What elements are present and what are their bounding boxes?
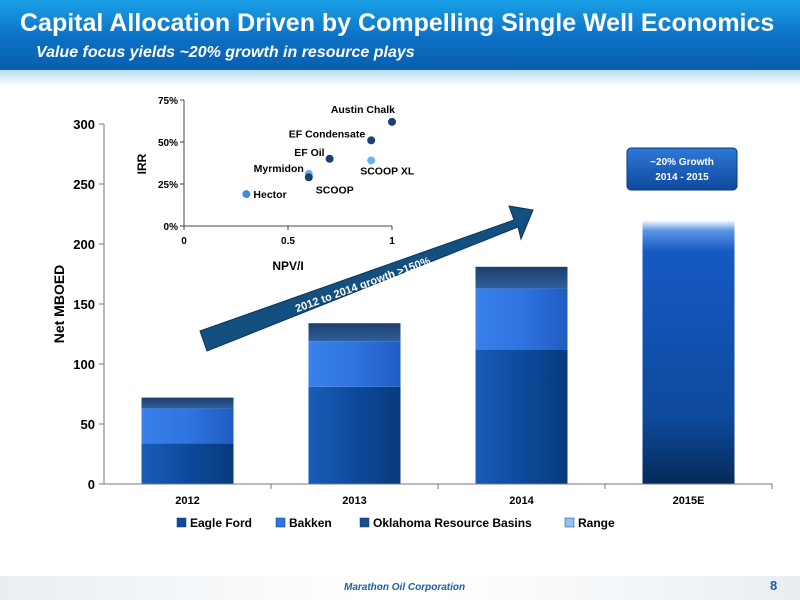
legend-label: Oklahoma Resource Basins [373,516,532,530]
slide-title: Capital Allocation Driven by Compelling … [20,9,775,37]
legend-swatch [176,517,187,528]
bar-segment-bakken-2014 [475,288,568,350]
growth-callout-line1: ~20% Growth [650,157,714,168]
slide-subtitle: Value focus yields ~20% growth in resour… [36,44,415,61]
scatter-point-label: SCOOP [316,184,354,196]
growth-callout-box [626,147,738,191]
legend-swatch [359,517,370,528]
scatter-point-label: Hector [253,189,286,201]
y-tick-label: 300 [73,117,95,132]
scatter-point [367,136,376,145]
scatter-layer: 0% 25% 50% 75% 0 0.5 1 Austin Chalk EF Condensat… [158,96,415,247]
irr-scatter-chart: 0% 25% 50% 75% 0 0.5 1 Austin Chalk EF Condensat… [135,96,415,273]
scatter-point-label: EF Condensate [289,128,366,140]
legend-label: Range [578,516,615,530]
bar-segment-oklahoma-resource-basins-2014 [475,266,568,289]
scatter-point [304,173,313,182]
scatter-x-tick-label: 0 [181,236,187,247]
legend-label: Eagle Ford [190,516,252,530]
y-axis-title: Net MBOED [51,265,67,344]
scatter-y-title: IRR [135,153,149,174]
y-tick-label: 150 [73,297,95,312]
y-tick-label: 0 [88,477,95,492]
growth-callout: ~20% Growth 2014 - 2015 [626,147,738,191]
bar-segment-oklahoma-resource-basins-2013 [308,323,401,342]
y-tick-label: 100 [73,357,95,372]
x-tick-label: 2015E [673,495,705,507]
y-tick-label: 250 [73,177,95,192]
bar-segment-eagle-ford-2012 [141,443,234,484]
scatter-y-tick-label: 25% [158,180,178,191]
growth-arrow-shape [199,205,534,352]
x-tick-label: 2012 [175,495,199,507]
scatter-point [242,190,251,199]
bar-segment-bakken-2013 [308,341,401,387]
chart-legend: Eagle Ford Bakken Oklahoma Resource Basins… [176,516,615,530]
scatter-y-tick-label: 0% [164,222,179,233]
footer-bar: Marathon Oil Corporation 8 [0,576,800,600]
bar-layer [141,220,735,484]
x-tick-label: 2014 [509,495,534,507]
legend-swatch [564,517,575,528]
scatter-point-label: EF Oil [294,147,324,159]
scatter-point [367,156,376,165]
scatter-point-label: SCOOP XL [360,165,415,177]
title-banner: Capital Allocation Driven by Compelling … [0,0,800,70]
footer-company: Marathon Oil Corporation [344,582,466,593]
scatter-point-label: Austin Chalk [331,104,395,116]
scatter-point [325,154,334,163]
scatter-point [388,117,396,126]
bar-segment-eagle-ford-2014 [475,349,568,484]
scatter-point-label: Myrmidon [254,163,304,175]
legend-swatch [275,517,286,528]
y-tick-label: 200 [73,237,95,252]
scatter-y-tick-label: 50% [158,138,178,149]
growth-arrow-label: 2012 to 2014 growth >150% [294,255,432,315]
scatter-y-tick-label: 75% [158,96,178,107]
legend-label: Bakken [289,516,332,530]
bar-segment-bakken-2012 [141,408,234,444]
scatter-x-tick-label: 0.5 [281,236,295,247]
scatter-x-title: NPV/I [272,259,303,273]
bar-segment-eagle-ford-2013 [308,386,401,484]
page-number: 8 [770,578,778,593]
title-band [0,70,800,86]
bar-segment-range-2015e [642,220,735,484]
y-tick-label: 50 [81,417,95,432]
growth-callout-line2: 2014 - 2015 [655,172,709,183]
bar-axis-layer: 2012 2013 2014 2015E 0 50 100 150 200 250 300 [73,117,773,507]
x-tick-label: 2013 [342,495,366,507]
scatter-x-tick-label: 1 [389,236,395,247]
bar-segment-oklahoma-resource-basins-2012 [141,397,234,409]
